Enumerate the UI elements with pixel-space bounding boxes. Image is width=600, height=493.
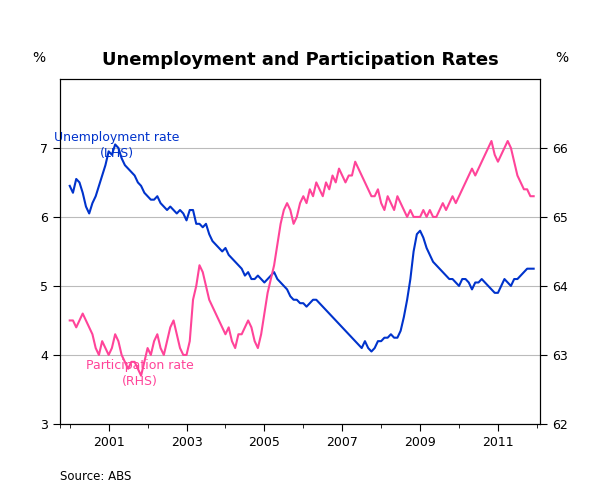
- Text: Unemployment rate
(LHS): Unemployment rate (LHS): [54, 131, 179, 160]
- Text: %: %: [32, 51, 45, 65]
- Text: Participation rate
(RHS): Participation rate (RHS): [86, 359, 194, 388]
- Title: Unemployment and Participation Rates: Unemployment and Participation Rates: [101, 51, 499, 69]
- Text: %: %: [555, 51, 568, 65]
- Text: Source: ABS: Source: ABS: [60, 470, 131, 483]
